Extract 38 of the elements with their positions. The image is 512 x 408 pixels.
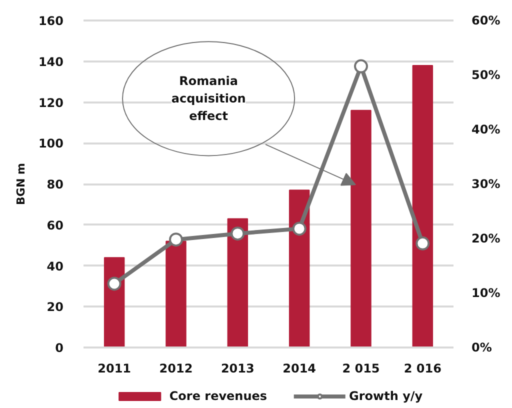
x-tick-label: 2011 [98,362,132,376]
y-tick-label: 140 [38,54,64,69]
y-tick-label: 100 [38,136,64,151]
x-tick-label: 2 016 [404,362,442,376]
point [107,276,122,291]
point [416,236,430,250]
x-tick-label: 2012 [159,362,193,376]
y-axis-title: BGN m [14,163,28,205]
y-tick-label: 20 [46,300,64,314]
bar [166,240,186,348]
legend-label: Growth y/y [349,389,423,403]
y-tick-label: 80 [46,178,64,192]
y2-tick-label: 0% [472,340,492,354]
point [169,232,183,247]
y2-tick-label: 30% [472,177,500,191]
bar [227,218,248,348]
y-tick-label: 0 [55,341,64,355]
point [230,226,245,241]
x-tick-label: 2014 [282,362,316,376]
x-tick-label: 2 015 [342,362,380,376]
y-tick-label: 60 [46,218,64,232]
y-tick-label: 120 [38,96,64,110]
y2-tick-label: 50% [472,68,500,82]
annotation: Romania acquisition effect [171,74,246,124]
point [354,59,368,74]
legend-label: Core revenues [169,389,268,403]
bar [412,64,434,348]
y2-tick-label: 10% [472,286,500,300]
x-tick-label: 2013 [220,362,254,376]
y-tick-label: 160 [38,14,64,28]
point [292,222,306,236]
bar [350,110,372,348]
bar [104,257,125,348]
y2-tick-label: 60% [472,14,500,28]
y2-tick-label: 40% [472,122,500,136]
bar [288,190,310,348]
y2-tick-label: 20% [472,232,500,246]
y-tick-label: 40 [46,259,64,274]
